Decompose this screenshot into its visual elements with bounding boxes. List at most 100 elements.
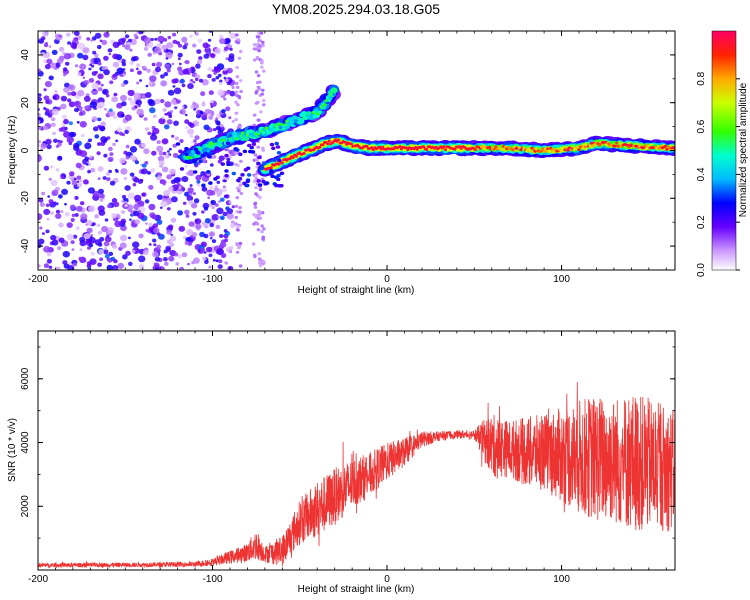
noise-speckle	[202, 256, 207, 261]
noise-speckle	[38, 93, 42, 97]
noise-speckle	[48, 75, 54, 81]
noise-speckle	[125, 155, 130, 160]
noise-speckle	[169, 242, 175, 248]
noise-speckle	[112, 61, 120, 68]
noise-speckle	[73, 178, 77, 181]
noise-speckle	[217, 159, 223, 164]
noise-speckle	[70, 91, 77, 97]
noise-speckle	[237, 95, 241, 99]
noise-speckle	[218, 155, 225, 161]
noise-speckle	[187, 169, 195, 177]
noise-speckle	[78, 256, 83, 261]
signal-blob	[256, 179, 261, 183]
signal-blob	[193, 147, 199, 152]
noise-speckle	[128, 97, 132, 101]
noise-speckle	[227, 265, 234, 270]
noise-speckle	[84, 156, 90, 161]
noise-speckle	[83, 95, 91, 102]
noise-speckle	[199, 110, 204, 115]
noise-speckle	[74, 213, 79, 217]
y-tick-label: 40	[20, 49, 31, 61]
noise-speckle	[54, 90, 58, 94]
noise-speckle	[192, 192, 196, 196]
noise-speckle	[258, 80, 262, 84]
noise-speckle	[198, 78, 204, 83]
noise-speckle	[108, 52, 112, 56]
noise-speckle	[228, 200, 232, 204]
noise-speckle	[165, 51, 173, 59]
noise-speckle	[38, 113, 41, 117]
main-signal-line-mark	[577, 148, 581, 152]
noise-speckle	[124, 44, 131, 50]
noise-speckle	[51, 117, 56, 121]
noise-speckle	[63, 118, 69, 125]
main-signal-line-mark	[591, 144, 595, 148]
noise-speckle	[187, 83, 194, 90]
signal-blob	[275, 145, 281, 149]
noise-speckle	[141, 94, 146, 99]
noise-speckle	[154, 267, 159, 270]
noise-speckle	[136, 81, 140, 85]
noise-speckle	[145, 222, 148, 225]
noise-speckle	[97, 205, 105, 212]
noise-speckle	[85, 163, 89, 166]
noise-speckle	[164, 101, 172, 108]
main-signal-line-mark	[511, 148, 515, 152]
noise-speckle	[103, 55, 109, 61]
noise-speckle	[202, 42, 209, 49]
noise-speckle	[116, 67, 124, 74]
signal-blob	[270, 174, 275, 178]
main-signal-line-mark	[337, 138, 341, 142]
main-signal-line-mark	[500, 148, 504, 151]
noise-speckle	[119, 242, 127, 249]
noise-speckle	[177, 52, 183, 58]
noise-speckle	[231, 205, 235, 209]
noise-speckle	[235, 33, 239, 37]
noise-speckle	[144, 199, 150, 204]
noise-speckle	[141, 168, 148, 175]
noise-speckle	[256, 74, 261, 78]
noise-speckle	[82, 76, 86, 79]
spectrogram-y-ticks: -40 -20 0 20 40	[20, 30, 675, 271]
noise-speckle	[252, 43, 257, 47]
noise-speckle	[64, 53, 71, 60]
noise-speckle	[125, 250, 131, 256]
noise-speckle	[257, 39, 262, 43]
noise-speckle	[140, 113, 144, 116]
noise-speckle	[215, 125, 221, 131]
noise-speckle	[223, 229, 228, 233]
noise-speckle	[45, 203, 50, 208]
noise-speckle	[207, 74, 212, 79]
noise-speckle	[260, 65, 264, 69]
noise-speckle	[55, 209, 61, 214]
noise-speckle	[164, 63, 171, 69]
noise-speckle	[119, 234, 128, 242]
noise-speckle	[161, 116, 165, 120]
noise-speckle	[154, 98, 161, 105]
upper-branch-mark	[203, 148, 207, 152]
noise-speckle	[44, 111, 50, 116]
noise-speckle	[229, 90, 236, 97]
noise-speckle	[165, 245, 172, 251]
main-signal-line-mark	[531, 148, 536, 151]
noise-speckle	[63, 73, 67, 77]
noise-speckle	[217, 129, 224, 135]
noise-speckle	[66, 32, 71, 37]
signal-blob	[240, 173, 245, 177]
noise-speckle	[143, 46, 149, 51]
noise-speckle	[177, 210, 184, 216]
main-signal-line-mark	[546, 147, 550, 151]
noise-speckle	[82, 54, 89, 61]
signal-blob	[274, 175, 279, 180]
noise-speckle	[237, 56, 242, 60]
noise-speckle	[234, 81, 239, 85]
noise-speckle	[88, 138, 92, 143]
noise-speckle	[56, 58, 64, 64]
noise-speckle	[112, 73, 117, 78]
noise-speckle	[86, 227, 93, 234]
noise-speckle	[125, 144, 130, 149]
signal-blob	[277, 158, 282, 163]
noise-speckle	[254, 192, 258, 196]
noise-speckle	[151, 83, 155, 86]
snr-x-ticks: -200 -100 0 100	[28, 331, 667, 585]
